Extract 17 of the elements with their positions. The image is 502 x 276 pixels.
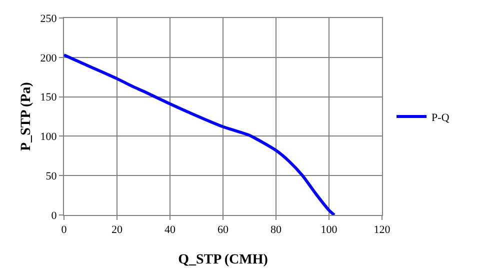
y-tick-label: 200 xyxy=(40,52,58,64)
y-tick-label: 50 xyxy=(46,170,58,182)
x-tick-label: 80 xyxy=(270,224,282,236)
line-series xyxy=(64,54,336,215)
y-axis-title: P_STP (Pa) xyxy=(18,82,34,151)
x-tick-label: 20 xyxy=(112,224,123,236)
x-tick-label: 0 xyxy=(61,224,68,236)
x-tick-label: 100 xyxy=(320,224,338,236)
y-tick-label: 250 xyxy=(40,12,58,25)
x-tick-label: 120 xyxy=(374,224,391,236)
y-tick-label: 150 xyxy=(40,92,58,104)
y-tick-label: 0 xyxy=(51,210,58,222)
x-tick-label: 60 xyxy=(218,224,229,236)
x-axis-title: Q_STP (CMH) xyxy=(178,252,268,268)
x-tick-label: 40 xyxy=(164,224,176,236)
legend-label: P-Q xyxy=(432,112,450,124)
y-tick-label: 100 xyxy=(40,131,58,144)
